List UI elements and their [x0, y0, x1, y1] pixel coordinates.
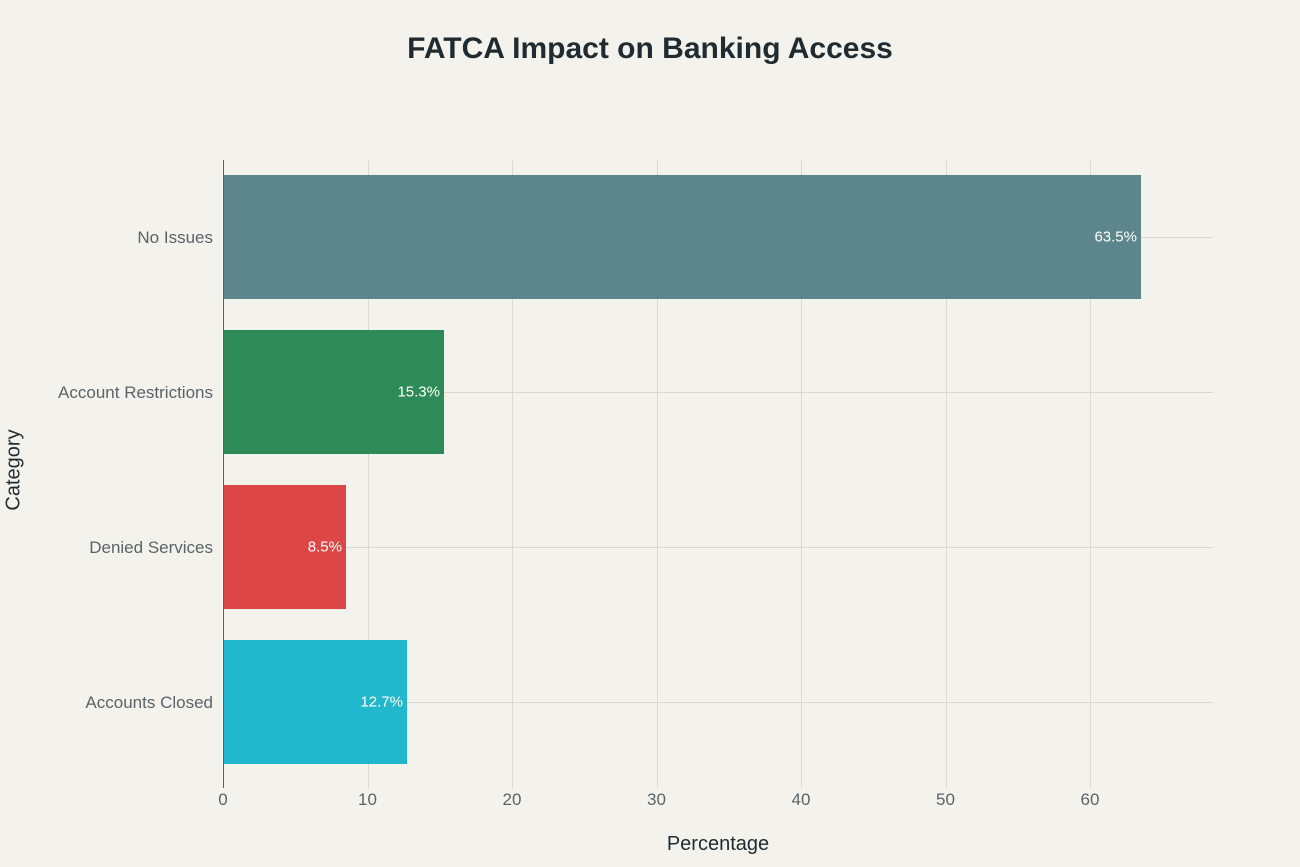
gridline-y: [223, 547, 1213, 548]
gridline-y: [223, 702, 1213, 703]
gridline-x: [945, 160, 947, 788]
bar-account-restrictions[interactable]: [223, 330, 444, 454]
gridline-x: [801, 160, 802, 788]
y-tick-label: Denied Services: [89, 538, 213, 557]
x-tick-label: 50: [936, 790, 955, 809]
gridline-y: [223, 392, 1213, 393]
y-tick-label: Accounts Closed: [85, 693, 213, 712]
data-label: 8.5%: [307, 538, 342, 556]
y-tick-label: Account Restrictions: [58, 383, 213, 402]
y-axis-line: [223, 160, 224, 788]
x-tick-label: 40: [791, 790, 811, 809]
x-axis-title: Percentage: [666, 833, 770, 855]
bar-denied-services[interactable]: [223, 485, 346, 609]
x-tick-label: 30: [647, 790, 666, 809]
data-label: 15.3%: [397, 383, 440, 401]
data-label: 12.7%: [360, 693, 403, 711]
x-tick-label: 60: [1080, 790, 1100, 809]
y-axis-title: Category: [2, 429, 25, 511]
gridline-x: [656, 160, 658, 788]
plot-area: 63.5% 15.3% 8.5% 12.7%: [223, 160, 1213, 788]
bar-accounts-closed[interactable]: [223, 640, 407, 764]
x-tick-label: 20: [502, 790, 522, 809]
x-tick-label: 0: [218, 790, 228, 809]
y-tick-label: No Issues: [137, 228, 213, 247]
gridline-x: [367, 160, 369, 788]
bar-no-issues[interactable]: [223, 175, 1141, 299]
chart-title: FATCA Impact on Banking Access: [407, 32, 893, 65]
gridline-x: [512, 160, 513, 788]
x-tick-label: 10: [358, 790, 377, 809]
gridline-x: [1090, 160, 1091, 788]
data-label: 63.5%: [1094, 228, 1137, 246]
